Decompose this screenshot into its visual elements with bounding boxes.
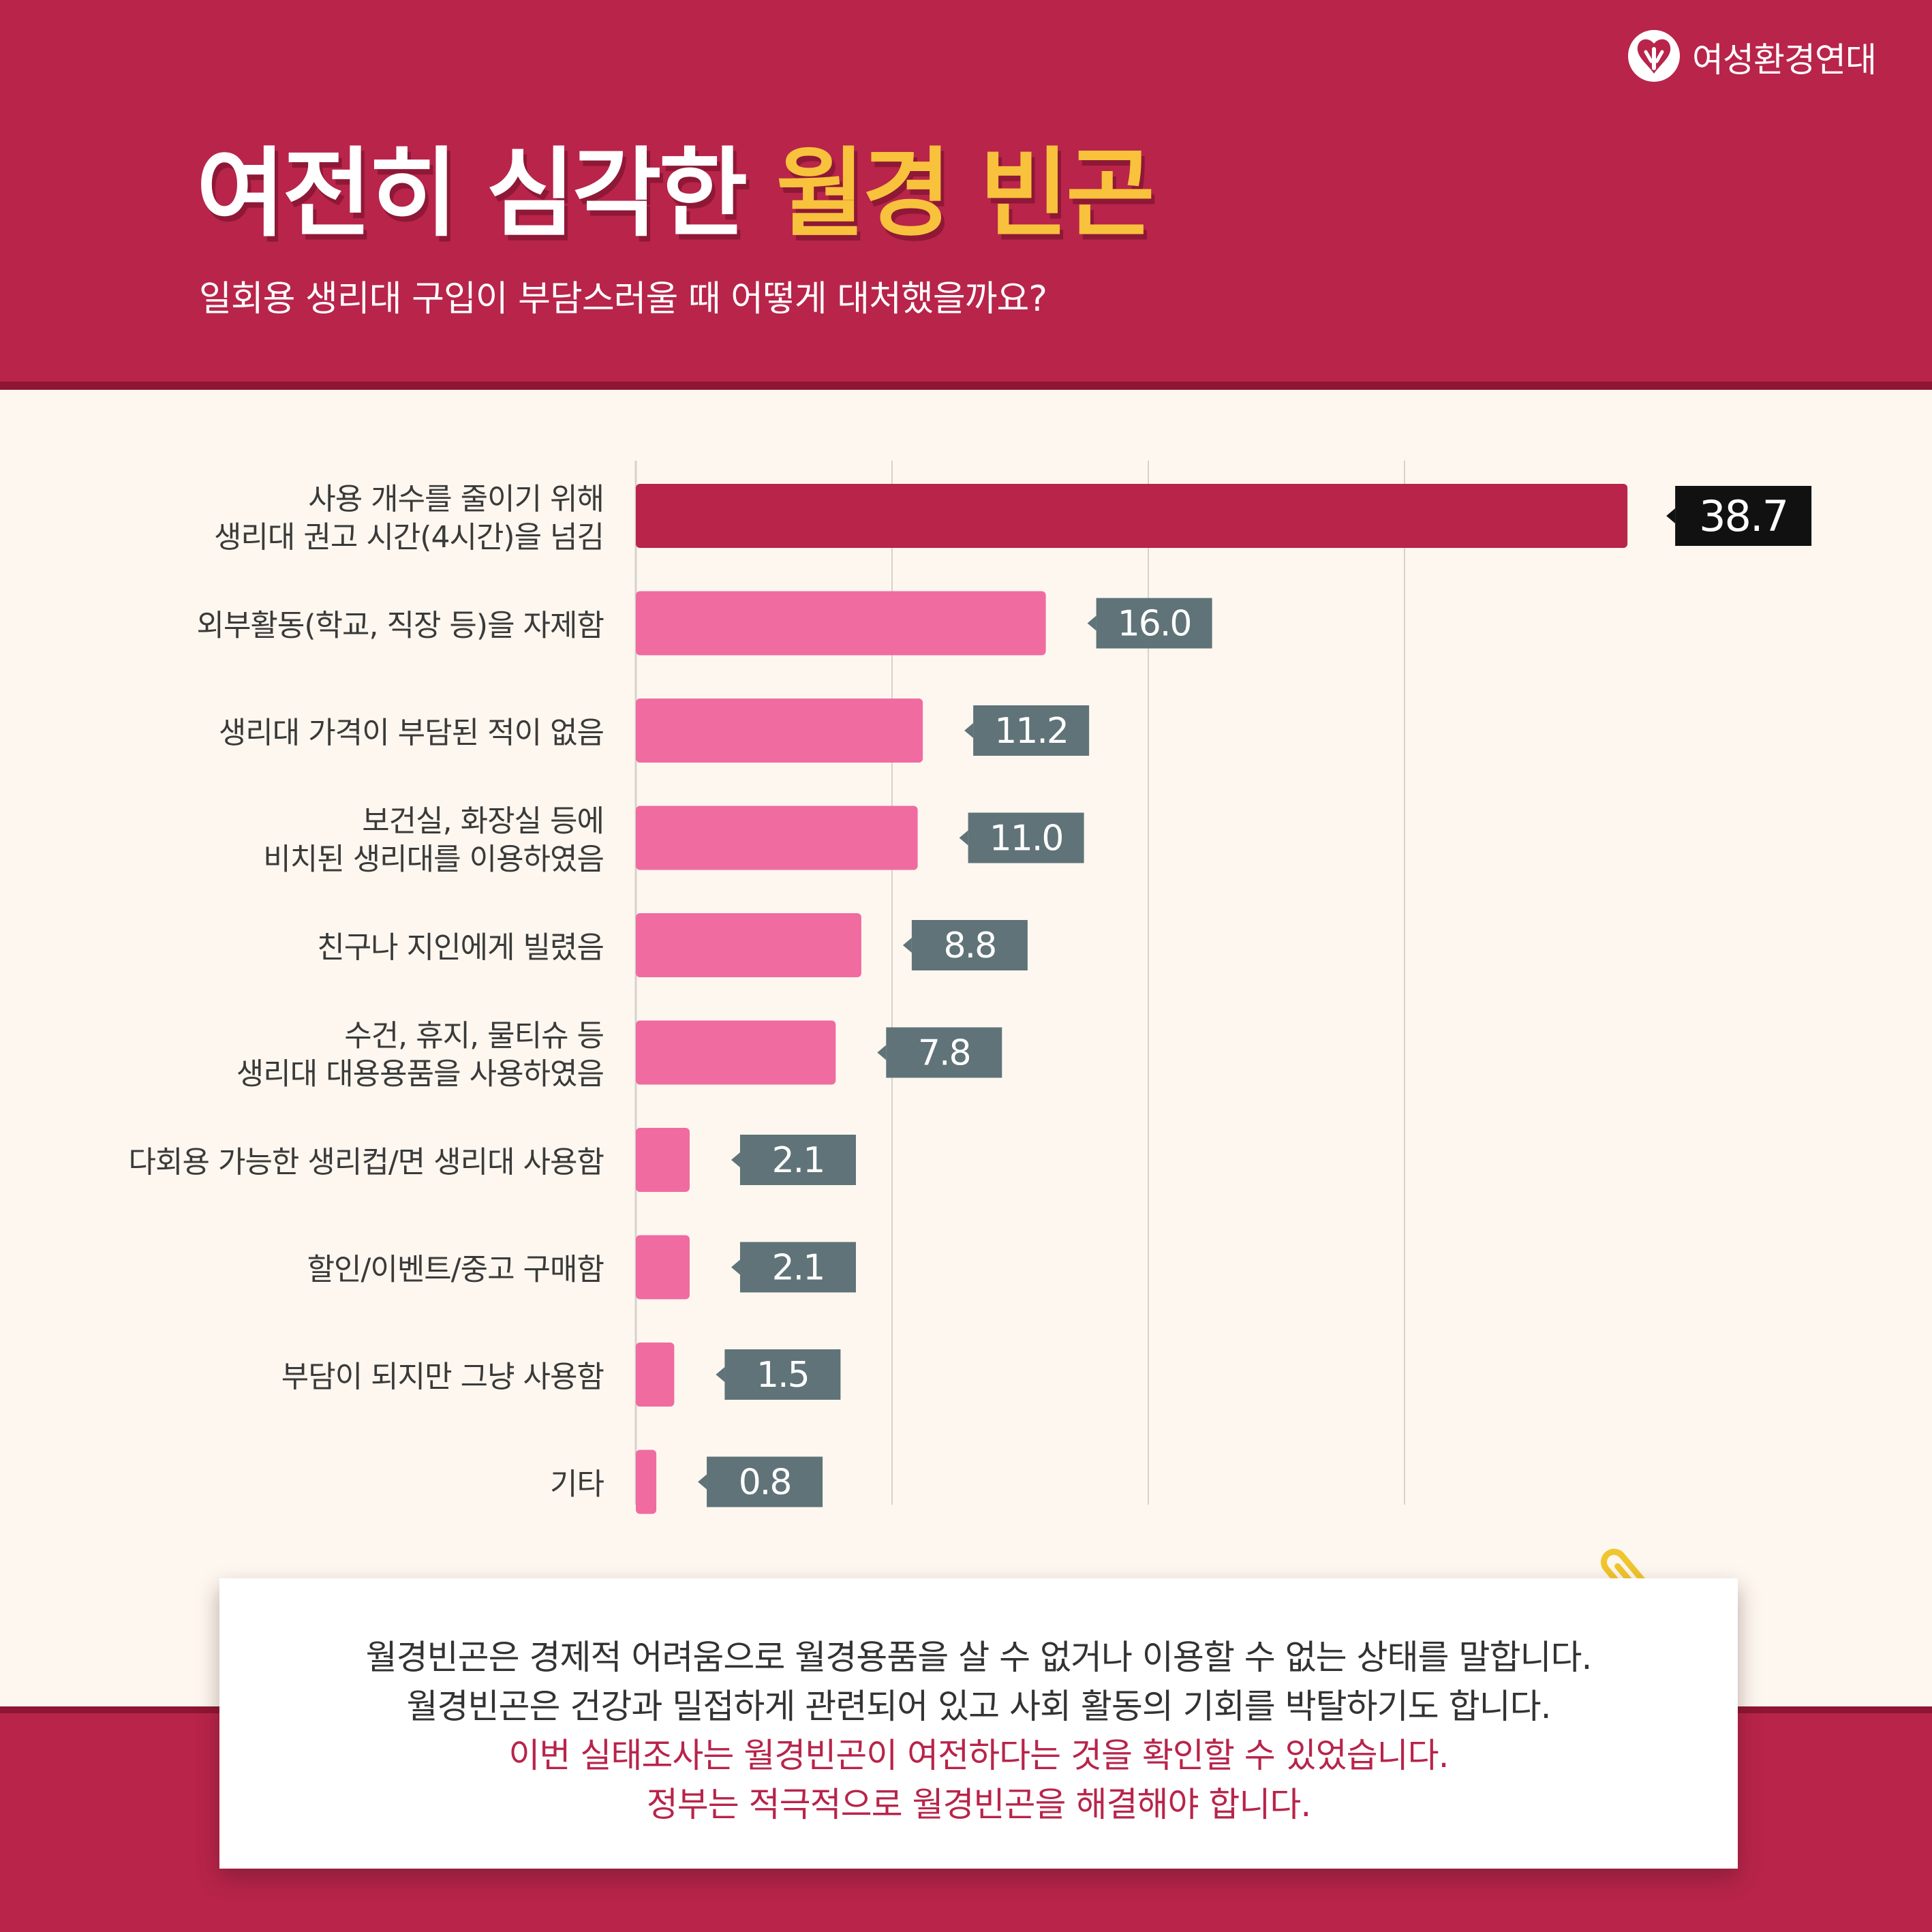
category-label: 다회용 가능한 생리컵/면 생리대 사용함 bbox=[129, 1145, 604, 1180]
value-label: 8.8 bbox=[902, 920, 1028, 970]
header-divider bbox=[0, 382, 1932, 390]
logo-icon bbox=[1627, 29, 1681, 86]
bar bbox=[636, 1128, 690, 1192]
title-main: 여전히 심각한 bbox=[196, 138, 748, 250]
value-label-text: 1.5 bbox=[756, 1355, 809, 1396]
category-label: 기타 bbox=[550, 1467, 604, 1502]
brand-logo: 여성환경연대 bbox=[1627, 29, 1877, 86]
title-accent: 월경 빈곤 bbox=[776, 138, 1155, 250]
value-label-box bbox=[1675, 486, 1812, 546]
category-label: 할인/이벤트/중고 구매함 bbox=[307, 1253, 604, 1287]
value-label: 0.8 bbox=[698, 1456, 823, 1507]
bar bbox=[636, 1235, 690, 1300]
value-label: 1.5 bbox=[716, 1349, 841, 1400]
value-label-text: 11.0 bbox=[990, 818, 1063, 859]
value-label: 7.8 bbox=[877, 1027, 1002, 1078]
bars bbox=[636, 484, 1628, 1514]
category-label: 생리대 대용용품을 사용하였음 bbox=[236, 1057, 604, 1092]
value-label-box bbox=[968, 812, 1084, 863]
value-label-pointer bbox=[877, 1045, 887, 1060]
value-label-text: 11.2 bbox=[994, 711, 1068, 752]
logo-text: 여성환경연대 bbox=[1692, 40, 1877, 80]
bar bbox=[636, 484, 1628, 548]
value-label: 11.0 bbox=[959, 812, 1084, 863]
value-label-pointer bbox=[731, 1259, 740, 1275]
bar bbox=[636, 1020, 836, 1085]
value-label: 38.7 bbox=[1666, 486, 1812, 546]
value-label-pointer bbox=[1087, 615, 1097, 631]
note-line-2: 월경빈곤은 건강과 밀접하게 관련되어 있고 사회 활동의 기회를 박탈하기도 … bbox=[406, 1687, 1552, 1726]
category-label: 생리대 가격이 부담된 적이 없음 bbox=[219, 716, 604, 750]
category-label: 부담이 되지만 그냥 사용함 bbox=[281, 1360, 604, 1394]
value-label-text: 2.1 bbox=[772, 1248, 825, 1289]
note-line-3: 이번 실태조사는 월경빈곤이 여전하다는 것을 확인할 수 있었습니다. bbox=[508, 1736, 1449, 1775]
value-labels: 38.7 16.0 11.2 11.0 8.8 7.8 2.1 2.1 1.5 0.8 bbox=[698, 486, 1812, 1507]
value-label-text: 16.0 bbox=[1118, 604, 1191, 645]
bar bbox=[636, 1343, 675, 1407]
value-label-pointer bbox=[959, 830, 968, 846]
value-label-pointer bbox=[964, 723, 974, 738]
bar bbox=[636, 913, 861, 977]
value-label-text: 2.1 bbox=[772, 1140, 825, 1181]
category-label: 비치된 생리대를 이용하였음 bbox=[263, 842, 604, 877]
page-title: 여전히 심각한 월경 빈곤 bbox=[196, 114, 1155, 255]
category-label: 보건실, 화장실 등에 bbox=[362, 804, 604, 839]
value-label-pointer bbox=[731, 1152, 740, 1167]
note-line-4: 정부는 적극적으로 월경빈곤을 해결해야 합니다. bbox=[646, 1785, 1311, 1824]
header-band bbox=[0, 0, 1932, 382]
page-subtitle: 일회용 생리대 구입이 부담스러울 때 어떻게 대처했을까요? bbox=[199, 279, 1047, 320]
note-line-1: 월경빈곤은 경제적 어려움으로 월경용품을 살 수 없거나 이용할 수 없는 상… bbox=[365, 1638, 1593, 1677]
bar bbox=[636, 699, 923, 763]
value-label-text: 8.8 bbox=[944, 925, 996, 966]
value-label-pointer bbox=[1666, 508, 1676, 523]
value-label: 11.2 bbox=[964, 705, 1090, 756]
value-label-box bbox=[739, 1135, 856, 1185]
bar-chart: 38.7 16.0 11.2 11.0 8.8 7.8 2.1 2.1 1.5 0.8 사용 개수… bbox=[129, 461, 1812, 1514]
value-label: 16.0 bbox=[1087, 598, 1212, 649]
value-label-text: 7.8 bbox=[918, 1033, 970, 1074]
value-label-box bbox=[973, 705, 1090, 756]
category-label: 외부활동(학교, 직장 등)을 자제함 bbox=[196, 609, 604, 643]
value-label-pointer bbox=[902, 938, 912, 953]
category-label: 수건, 휴지, 물티슈 등 bbox=[344, 1019, 604, 1054]
category-label: 사용 개수를 줄이기 위해 bbox=[308, 482, 604, 517]
value-label-box bbox=[739, 1242, 856, 1293]
value-label-box bbox=[911, 920, 1028, 970]
value-label-box bbox=[707, 1456, 823, 1507]
category-label: 생리대 권고 시간(4시간)을 넘김 bbox=[214, 520, 604, 555]
bar bbox=[636, 1450, 657, 1514]
note-card: 월경빈곤은 경제적 어려움으로 월경용품을 살 수 없거나 이용할 수 없는 상… bbox=[219, 1578, 1738, 1869]
category-label: 친구나 지인에게 빌렸음 bbox=[317, 930, 604, 965]
value-label-pointer bbox=[698, 1474, 707, 1490]
value-label-pointer bbox=[716, 1367, 725, 1382]
value-label-box bbox=[1096, 598, 1212, 649]
value-label-box bbox=[886, 1027, 1002, 1078]
bar bbox=[636, 806, 918, 870]
bar bbox=[636, 591, 1046, 656]
value-label: 2.1 bbox=[731, 1135, 856, 1185]
value-label-text: 38.7 bbox=[1699, 491, 1788, 541]
value-label-text: 0.8 bbox=[739, 1462, 791, 1503]
value-label-box bbox=[724, 1349, 841, 1400]
value-label: 2.1 bbox=[731, 1242, 856, 1293]
